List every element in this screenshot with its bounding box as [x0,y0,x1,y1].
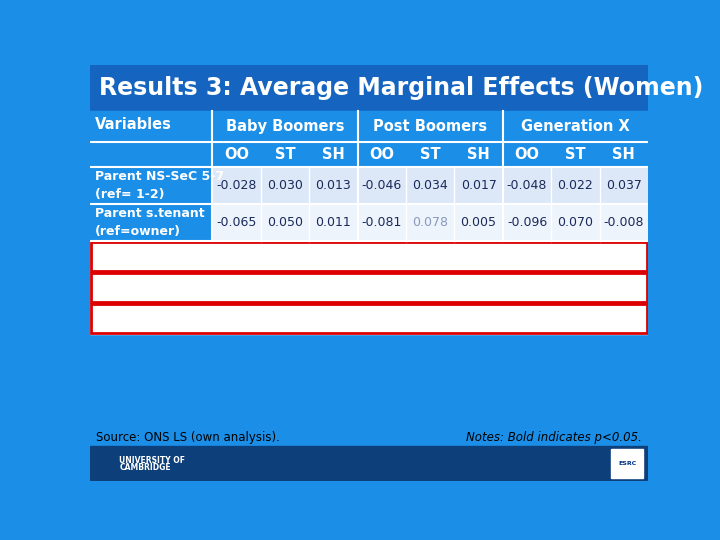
Text: SH: SH [613,147,635,162]
Text: -0.008: -0.008 [603,216,644,229]
Text: 0.005: 0.005 [461,216,497,229]
Bar [212,111,358,142]
Text: -0.081: -0.081 [361,216,402,229]
Bar [503,204,552,241]
Bar [358,204,406,241]
Text: -0.046: -0.046 [361,179,402,192]
Text: OO: OO [369,147,395,162]
Text: 0.013: 0.013 [315,179,351,192]
Text: 0.034: 0.034 [413,179,448,192]
Bar [600,142,648,167]
Bar [91,242,647,271]
Bar [552,167,600,204]
Text: Baby Boomers: Baby Boomers [226,119,344,134]
Bar [600,167,648,204]
Bar [503,111,648,142]
Text: CAMBRIDGE: CAMBRIDGE [120,463,171,471]
Text: Parent NS-SeC 5-7
(ref= 1-2): Parent NS-SeC 5-7 (ref= 1-2) [94,170,224,201]
Text: 0.070: 0.070 [557,216,593,229]
Text: 0.017: 0.017 [461,179,497,192]
Bar [406,167,454,204]
Bar [309,142,358,167]
Bar [91,273,647,302]
Text: SH: SH [467,147,490,162]
Bar [309,167,358,204]
Bar [358,142,406,167]
Bar [552,142,600,167]
Bar [212,142,261,167]
Text: Parent s.tenant
(ref=owner): Parent s.tenant (ref=owner) [94,207,204,238]
Text: SH: SH [322,147,345,162]
Text: ST: ST [565,147,586,162]
Text: OO: OO [224,147,249,162]
Bar [611,449,644,477]
Bar [261,167,309,204]
Bar [406,204,454,241]
Text: 0.050: 0.050 [267,216,303,229]
Bar [91,303,647,333]
Bar [552,204,600,241]
Text: ESRC: ESRC [618,461,636,466]
Text: -0.065: -0.065 [217,216,257,229]
Text: 0.037: 0.037 [606,179,642,192]
Text: -0.048: -0.048 [507,179,547,192]
Text: 0.011: 0.011 [315,216,351,229]
Bar [90,111,212,142]
Text: Notes: Bold indicates p<0.05.: Notes: Bold indicates p<0.05. [466,431,642,444]
Bar [90,241,648,272]
Bar [309,204,358,241]
Bar [600,204,648,241]
Text: Generation X: Generation X [521,119,630,134]
Text: Results 3: Average Marginal Effects (Women): Results 3: Average Marginal Effects (Wom… [99,76,703,100]
Bar [261,204,309,241]
Text: 0.022: 0.022 [557,179,593,192]
Text: 0.030: 0.030 [267,179,303,192]
Bar [212,167,261,204]
Bar [90,167,212,204]
Text: -0.096: -0.096 [507,216,547,229]
Bar [454,142,503,167]
Text: 0.078: 0.078 [413,216,449,229]
Text: Post Boomers: Post Boomers [373,119,487,134]
Bar [503,142,552,167]
Bar [503,167,552,204]
Bar [454,204,503,241]
Text: Source: ONS LS (own analysis).: Source: ONS LS (own analysis). [96,431,280,444]
Text: ST: ST [275,147,295,162]
Text: OO: OO [515,147,539,162]
Bar [90,142,212,167]
Text: -0.028: -0.028 [217,179,257,192]
Bar [406,142,454,167]
Bar [90,204,212,241]
Bar [90,446,648,481]
Text: UNIVERSITY OF: UNIVERSITY OF [120,456,186,465]
Bar [358,111,503,142]
Bar [212,204,261,241]
Bar [90,272,648,303]
Bar [90,65,648,111]
Text: ST: ST [420,147,441,162]
Text: Variables: Variables [94,117,171,132]
Bar [358,167,406,204]
Bar [261,142,309,167]
Bar [90,303,648,334]
Bar [454,167,503,204]
